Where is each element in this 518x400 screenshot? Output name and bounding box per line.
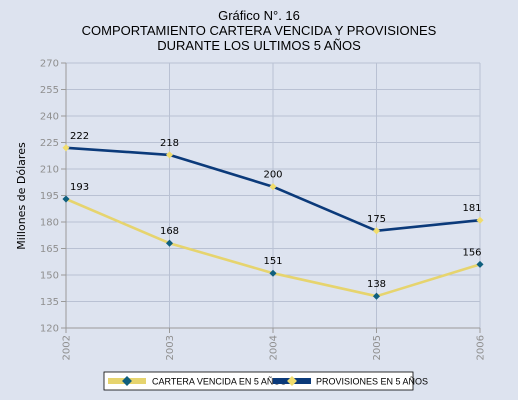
y-tick-label: 150 bbox=[40, 271, 59, 282]
y-tick-label: 165 bbox=[40, 244, 59, 255]
data-label: 181 bbox=[462, 203, 481, 214]
y-tick-label: 180 bbox=[40, 218, 59, 229]
y-tick-label: 240 bbox=[40, 112, 59, 123]
x-tick-label: 2003 bbox=[165, 335, 176, 360]
data-point-marker bbox=[269, 183, 277, 191]
data-label: 151 bbox=[263, 256, 282, 267]
title-line-2: COMPORTAMIENTO CARTERA VENCIDA Y PROVISI… bbox=[82, 23, 437, 38]
y-tick-label: 120 bbox=[40, 324, 59, 335]
data-label: 156 bbox=[462, 247, 481, 258]
data-point-marker bbox=[476, 216, 484, 224]
legend-label-cartera: CARTERA VENCIDA EN 5 AÑOS bbox=[152, 377, 286, 387]
data-point-marker bbox=[62, 195, 70, 203]
legend-item-provisiones: PROVISIONES EN 5 AÑOS bbox=[273, 376, 428, 387]
y-tick-label: 210 bbox=[40, 165, 59, 176]
axes: 120 135 150 165 180 195 210 225 240 255 270 2002 200… bbox=[40, 59, 487, 361]
data-label: 222 bbox=[70, 131, 89, 142]
title-line-3: DURANTE LOS ULTIMOS 5 AÑOS bbox=[157, 38, 361, 53]
data-point-marker bbox=[372, 227, 381, 235]
legend-box bbox=[103, 371, 414, 391]
x-tick-label: 2006 bbox=[476, 335, 487, 360]
data-label: 200 bbox=[263, 170, 282, 181]
legend-items: CARTERA VENCIDA EN 5 AÑOS PROVISIONES EN… bbox=[108, 376, 428, 387]
y-axis-label: Millones de Dólares bbox=[15, 142, 28, 250]
data-label: 175 bbox=[367, 214, 386, 225]
y-tick-label: 225 bbox=[40, 138, 59, 149]
data-point-marker bbox=[269, 269, 277, 277]
data-label: 138 bbox=[367, 279, 386, 290]
legend: CARTERA VENCIDA EN 5 AÑOS PROVISIONES EN… bbox=[103, 371, 428, 391]
series bbox=[62, 144, 484, 300]
y-tick-label: 255 bbox=[40, 85, 59, 96]
title-line-1: Gráfico N°. 16 bbox=[218, 8, 300, 23]
data-label: 218 bbox=[160, 138, 179, 149]
x-tick-label: 2004 bbox=[269, 335, 280, 360]
data-label: 168 bbox=[160, 226, 179, 237]
data-point-marker bbox=[165, 239, 174, 247]
y-tick-label: 270 bbox=[40, 59, 59, 70]
legend-marker-provisiones bbox=[287, 376, 297, 386]
data-point-marker bbox=[372, 292, 381, 300]
x-tick-label: 2005 bbox=[372, 335, 383, 360]
y-tick-label: 195 bbox=[40, 191, 59, 202]
data-label: 193 bbox=[70, 182, 89, 193]
legend-label-provisiones: PROVISIONES EN 5 AÑOS bbox=[316, 377, 428, 387]
data-point-marker bbox=[476, 260, 484, 268]
data-point-marker bbox=[165, 151, 174, 159]
x-tick-label: 2002 bbox=[62, 335, 73, 360]
data-labels: 193 168 151 138 156 222 218 200 175 181 bbox=[70, 131, 482, 290]
y-tick-label: 135 bbox=[40, 297, 59, 308]
chart-title: Gráfico N°. 16 COMPORTAMIENTO CARTERA VE… bbox=[82, 8, 437, 53]
legend-item-cartera: CARTERA VENCIDA EN 5 AÑOS bbox=[108, 376, 286, 387]
data-point-marker bbox=[62, 144, 70, 152]
